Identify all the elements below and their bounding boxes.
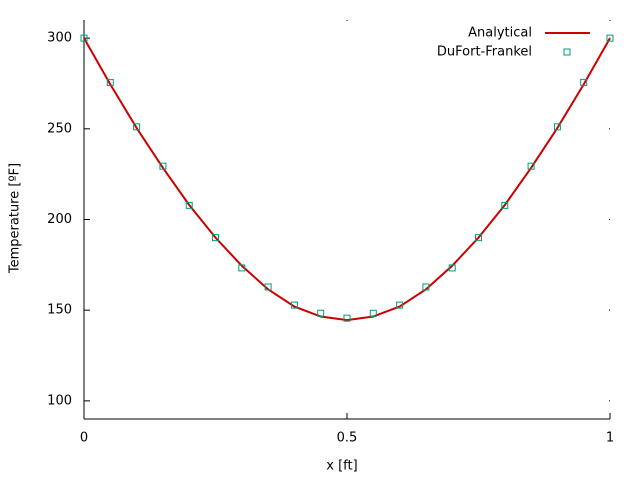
data-point bbox=[106, 78, 114, 86]
data-point bbox=[580, 78, 588, 86]
data-point bbox=[606, 34, 614, 42]
data-point bbox=[343, 314, 351, 322]
data-point bbox=[527, 162, 535, 170]
x-tick-label: 1 bbox=[606, 431, 614, 446]
y-tick-label: 300 bbox=[47, 31, 72, 46]
data-point bbox=[553, 123, 561, 131]
data-point bbox=[317, 309, 325, 317]
x-tick-label: 0 bbox=[80, 431, 88, 446]
x-tick-label: 0.5 bbox=[337, 431, 358, 446]
data-point bbox=[159, 162, 167, 170]
data-point bbox=[475, 234, 482, 242]
legend-label: DuFort-Frankel bbox=[437, 45, 532, 60]
data-point bbox=[238, 264, 246, 272]
data-point bbox=[133, 123, 141, 131]
y-tick-label: 150 bbox=[47, 303, 72, 318]
y-axis-label: Temperature [ºF] bbox=[8, 163, 23, 274]
data-point bbox=[396, 301, 404, 309]
data-point bbox=[448, 264, 456, 272]
data-point bbox=[185, 201, 193, 209]
analytical-line bbox=[83, 37, 611, 322]
y-tick-label: 100 bbox=[47, 393, 72, 408]
y-tick-label: 250 bbox=[47, 121, 72, 136]
data-point bbox=[369, 309, 377, 317]
y-tick-label: 200 bbox=[47, 212, 72, 227]
data-point bbox=[290, 301, 298, 309]
data-point bbox=[212, 234, 219, 242]
data-point bbox=[422, 283, 430, 291]
legend-marker bbox=[563, 48, 571, 56]
data-point bbox=[264, 283, 272, 291]
legend-label: Analytical bbox=[468, 26, 532, 41]
data-point bbox=[80, 34, 88, 42]
data-point bbox=[501, 201, 509, 209]
x-axis-label: x [ft] bbox=[326, 459, 357, 474]
